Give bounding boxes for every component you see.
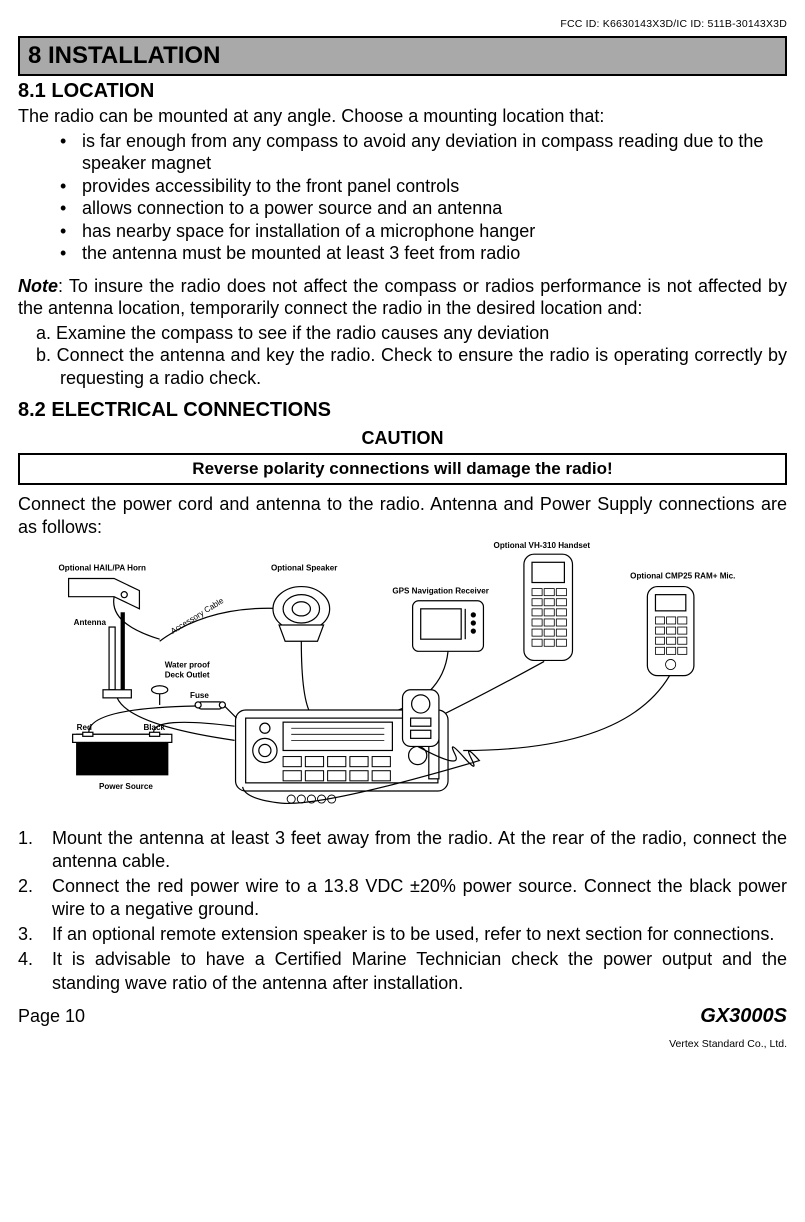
page-footer: Page 10 GX3000S [18, 1005, 787, 1028]
label-speaker: Optional Speaker [271, 563, 338, 572]
label-antenna: Antenna [74, 618, 107, 627]
chapter-heading: 8 INSTALLATION [18, 36, 787, 76]
section-82-heading: 8.2 ELECTRICAL CONNECTIONS [18, 399, 787, 422]
section-81-lettered: a. Examine the compass to see if the rad… [18, 322, 787, 390]
section-81-bullets: •is far enough from any compass to avoid… [18, 130, 787, 265]
label-fuse: Fuse [190, 691, 209, 700]
section-82-intro: Connect the power cord and antenna to th… [18, 493, 787, 538]
bullet-text: provides accessibility to the front pane… [82, 175, 459, 198]
fcc-id-text: FCC ID: K6630143X3D/IC ID: 511B-30143X3D [18, 18, 787, 30]
note-body: : To insure the radio does not affect th… [18, 276, 787, 319]
step-item: Mount the antenna at least 3 feet away f… [18, 827, 787, 873]
step-item: If an optional remote extension speaker … [18, 923, 787, 946]
lettered-item: b. Connect the antenna and key the radio… [18, 344, 787, 389]
step-item: Connect the red power wire to a 13.8 VDC… [18, 875, 787, 921]
label-deck-l2: Deck Outlet [165, 671, 210, 680]
label-gps: GPS Navigation Receiver [392, 587, 489, 596]
label-mic: Optional CMP25 RAM+ Mic. [630, 571, 735, 580]
label-handset: Optional VH-310 Handset [494, 541, 591, 550]
section-81-note: Note: To insure the radio does not affec… [18, 275, 787, 320]
model-name: GX3000S [700, 1005, 787, 1028]
bullet-text: the antenna must be mounted at least 3 f… [82, 242, 520, 265]
section-81-heading: 8.1 LOCATION [18, 80, 787, 103]
bullet-text: has nearby space for installation of a m… [82, 220, 535, 243]
section-81-intro: The radio can be mounted at any angle. C… [18, 105, 787, 128]
bullet-text: allows connection to a power source and … [82, 197, 502, 220]
lettered-item: a. Examine the compass to see if the rad… [18, 322, 787, 345]
note-label: Note [18, 276, 58, 296]
label-power-source: Power Source [99, 782, 153, 791]
label-deck-l1: Water proof [165, 661, 210, 670]
caution-label: CAUTION [18, 428, 787, 449]
warning-box: Reverse polarity connections will damage… [18, 453, 787, 485]
vendor-text: Vertex Standard Co., Ltd. [18, 1038, 787, 1050]
connection-diagram: Optional VH-310 Handset Optional HAIL/PA… [18, 538, 787, 821]
diagram-shapes [69, 554, 694, 803]
page-number: Page 10 [18, 1006, 85, 1027]
bullet-text: is far enough from any compass to avoid … [82, 130, 787, 175]
label-hail-horn: Optional HAIL/PA Horn [58, 563, 146, 572]
step-item: It is advisable to have a Certified Mari… [18, 948, 787, 994]
section-82-steps: Mount the antenna at least 3 feet away f… [18, 827, 787, 994]
